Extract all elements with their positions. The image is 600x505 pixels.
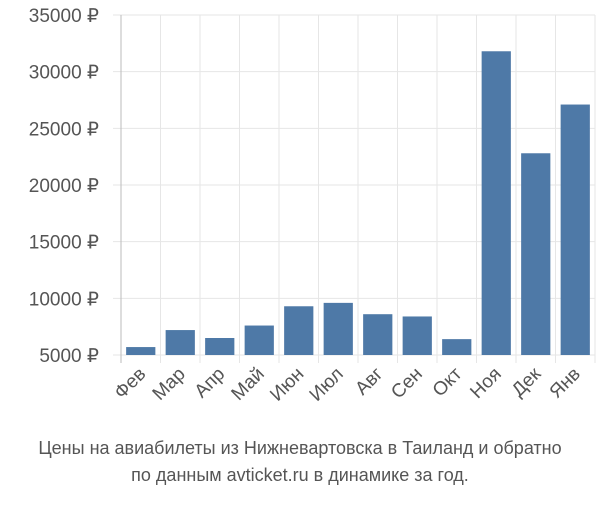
x-tick-label: Фев	[111, 364, 151, 404]
bar	[481, 51, 511, 356]
y-tick-label: 30000 ₽	[29, 63, 99, 84]
bar	[284, 306, 314, 355]
y-tick-label: 35000 ₽	[29, 6, 99, 27]
y-tick-label: 15000 ₽	[29, 233, 99, 254]
bar	[521, 153, 551, 355]
bar	[323, 302, 353, 355]
y-tick-label: 20000 ₽	[29, 176, 99, 197]
x-tick-label: Авг	[351, 364, 387, 400]
x-tick-label: Май	[228, 364, 269, 405]
x-tick-label: Ноя	[466, 364, 505, 403]
bar	[363, 314, 393, 355]
y-tick-label: 25000 ₽	[29, 119, 99, 140]
x-tick-label: Мар	[149, 364, 190, 405]
bar	[244, 325, 274, 355]
bar	[560, 104, 590, 356]
chart-subtitle: по данным avticket.ru в динамике за год.	[131, 465, 469, 485]
x-tick-label: Дек	[508, 363, 546, 401]
x-tick-label: Окт	[429, 363, 467, 401]
chart-title: Цены на авиабилеты из Нижневартовска в Т…	[38, 438, 561, 458]
bar	[165, 330, 195, 355]
x-tick-label: Янв	[546, 364, 585, 403]
y-tick-label: 10000 ₽	[29, 289, 99, 310]
x-tick-label: Июл	[306, 364, 348, 406]
y-tick-label: 5000 ₽	[39, 346, 99, 367]
bar	[126, 347, 156, 355]
x-tick-label: Апр	[191, 364, 230, 403]
bar	[402, 316, 432, 355]
x-tick-label: Сен	[387, 364, 426, 403]
x-tick-label: Июн	[266, 364, 308, 406]
bar	[442, 339, 472, 355]
bar	[205, 338, 235, 355]
